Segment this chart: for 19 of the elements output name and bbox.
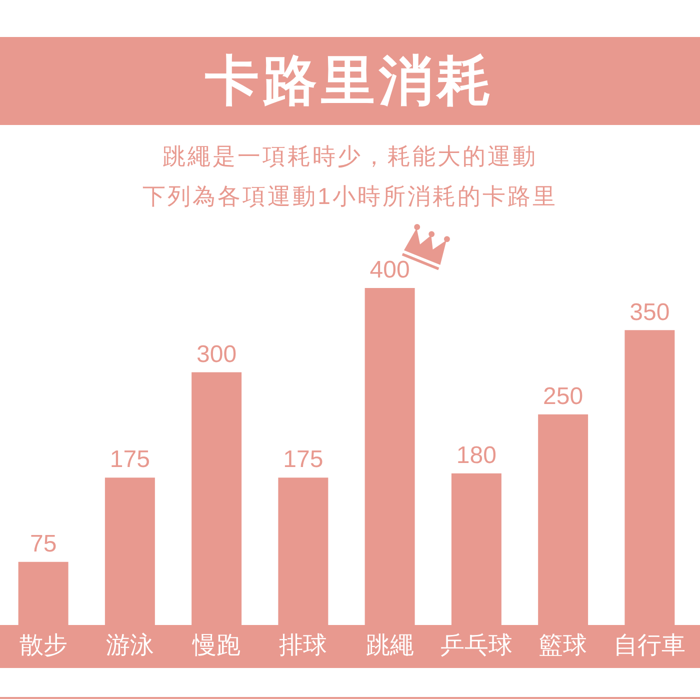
x-tick-label: 慢跑 [192,632,241,660]
chart-title: 卡路里消耗 [0,37,700,125]
data-label: 75 [30,530,57,558]
data-label: 350 [630,298,670,326]
data-label: 175 [110,446,150,474]
data-label: 180 [456,442,496,469]
x-tick-label: 散步 [19,632,68,660]
x-tick-label: 游泳 [106,632,154,660]
chart-subtitle: 跳繩是一項耗時少，耗能大的運動 [162,142,538,171]
x-tick-label: 跳繩 [366,632,414,660]
x-tick-label: 排球 [279,632,328,660]
data-label: 250 [543,383,584,410]
x-tick-label: 乒乓球 [440,632,512,660]
text: 下列為各項運動1小時所消耗的卡路里 [142,182,558,211]
x-tick-label: 籃球 [539,632,588,660]
data-label: 300 [196,340,237,368]
data-label: 175 [283,446,324,474]
x-tick-label: 自行車 [614,632,686,660]
data-label: 400 [370,256,410,284]
